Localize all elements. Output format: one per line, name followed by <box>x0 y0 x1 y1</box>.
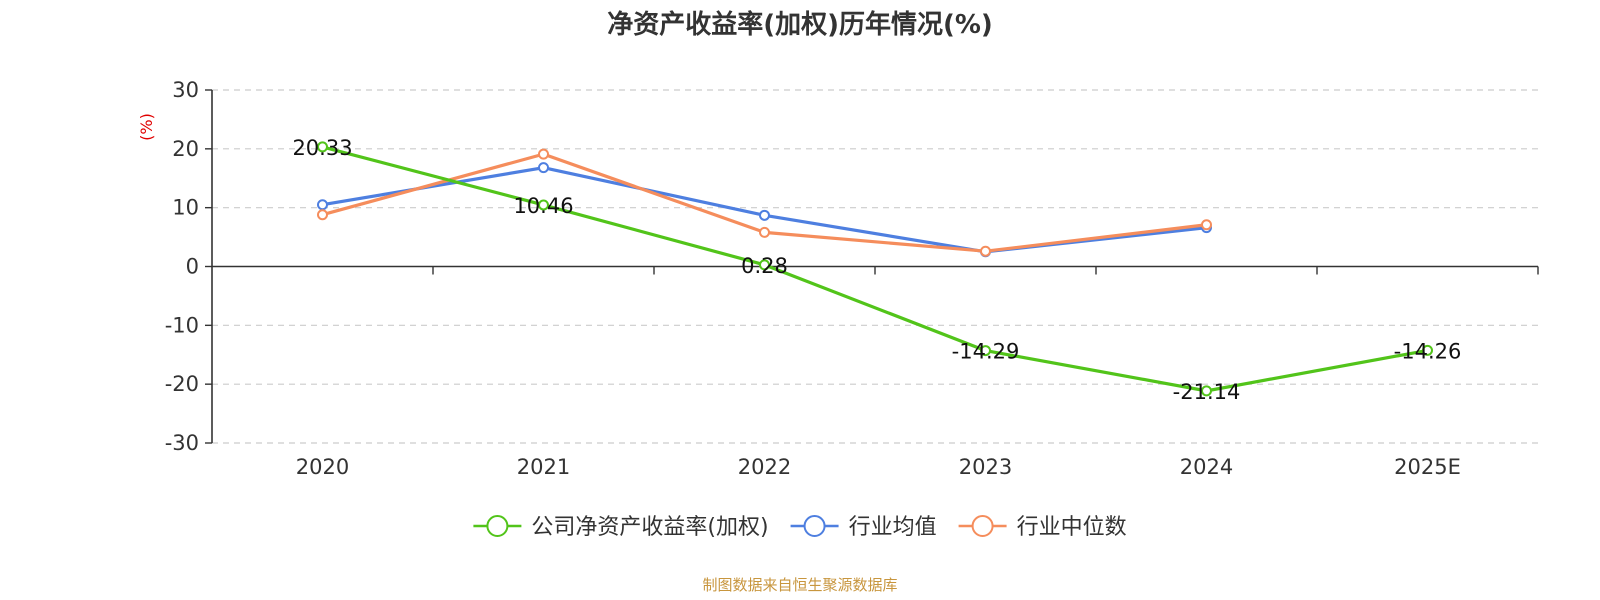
y-axis-label: (%) <box>137 113 156 141</box>
data-label: -14.29 <box>952 340 1020 364</box>
series-line <box>322 145 1428 393</box>
x-tick-label: 2021 <box>517 455 570 479</box>
data-point[interactable] <box>317 141 328 153</box>
data-point[interactable] <box>980 345 991 357</box>
series-1 <box>317 162 1212 258</box>
y-tick-label: 10 <box>172 196 199 220</box>
x-tick-label: 2020 <box>296 455 349 479</box>
data-label: 0.28 <box>741 254 788 278</box>
y-tick-label: -10 <box>165 313 199 337</box>
data-label: 10.46 <box>513 194 573 218</box>
data-point[interactable] <box>538 148 549 160</box>
data-point[interactable] <box>759 259 770 271</box>
data-label: -14.26 <box>1394 339 1462 363</box>
x-tick-label: 2025E <box>1394 455 1461 479</box>
legend-item[interactable]: 行业均值 <box>790 515 937 540</box>
data-labels: 20.33 10.46 0.28 -14.29 -21.14 -14.26 <box>292 136 1461 404</box>
legend-marker-icon <box>803 515 826 537</box>
legend-marker-icon <box>486 515 509 537</box>
legend[interactable]: 公司净资产收益率(加权) 行业均值 行业中位数 <box>473 515 1127 540</box>
data-point[interactable] <box>980 245 991 257</box>
data-label: -21.14 <box>1173 380 1241 404</box>
x-tick-label: 2024 <box>1180 455 1233 479</box>
y-tick-label: -20 <box>165 372 199 396</box>
data-point[interactable] <box>759 209 770 221</box>
series-2 <box>317 148 1212 257</box>
source-note: 制图数据来自恒生聚源数据库 <box>702 576 897 594</box>
legend-marker-icon <box>971 515 994 537</box>
y-tick-label: 30 <box>172 78 199 102</box>
data-label: 20.33 <box>292 136 352 160</box>
legend-label: 公司净资产收益率(加权) <box>531 515 768 540</box>
legend-label: 行业均值 <box>849 515 937 540</box>
data-point[interactable] <box>1201 219 1212 231</box>
legend-item[interactable]: 行业中位数 <box>958 515 1127 540</box>
data-point[interactable] <box>317 209 328 221</box>
chart-title: 净资产收益率(加权)历年情况(%) <box>607 9 993 40</box>
data-point[interactable] <box>317 199 328 211</box>
series-0 <box>317 141 1433 397</box>
y-tick-label: 20 <box>172 137 199 161</box>
y-tick-label: -30 <box>165 431 199 455</box>
data-point[interactable] <box>538 162 549 174</box>
data-point[interactable] <box>759 226 770 238</box>
data-point[interactable] <box>538 199 549 211</box>
data-point[interactable] <box>1422 344 1433 356</box>
legend-item[interactable]: 公司净资产收益率(加权) <box>473 515 769 540</box>
x-tick-label: 2023 <box>959 455 1012 479</box>
y-tick-label: 0 <box>186 255 199 279</box>
grid-lines <box>212 89 1538 444</box>
series-lines <box>317 141 1433 397</box>
data-point[interactable] <box>1201 385 1212 397</box>
x-tick-label: 2022 <box>738 455 791 479</box>
legend-label: 行业中位数 <box>1017 515 1127 540</box>
axes: 30 20 10 0 -10 -20 -30 2020 2021 2022 2023 2024 2025… <box>165 78 1539 479</box>
